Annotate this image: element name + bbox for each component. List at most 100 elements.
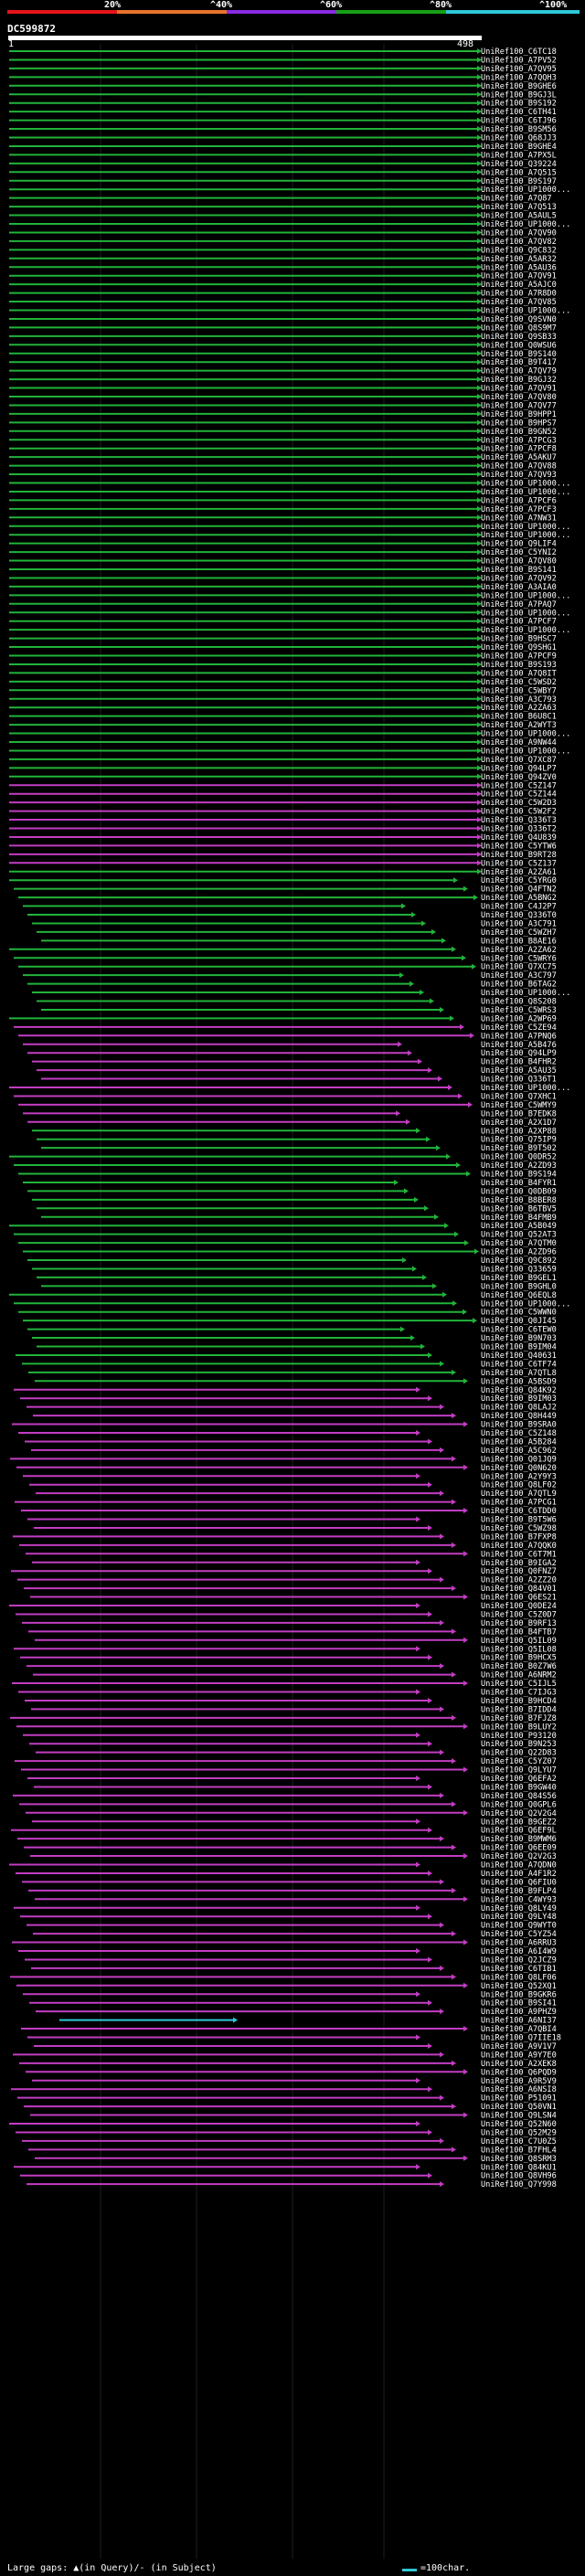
hit-label[interactable]: UniRef100_C5YNI2 xyxy=(481,548,557,557)
hit-label[interactable]: UniRef100_A7QQH3 xyxy=(481,73,557,82)
hit-label[interactable]: UniRef100_Q9C892 xyxy=(481,1256,557,1266)
hit-label[interactable]: UniRef100_A7PNQ6 xyxy=(481,1032,557,1041)
hit-label[interactable]: UniRef100_A9V1V7 xyxy=(481,2042,557,2051)
hit-label[interactable]: UniRef100_Q52N60 xyxy=(481,2120,557,2129)
hit-label[interactable]: UniRef100_A7PCF9 xyxy=(481,652,557,662)
hit-label[interactable]: UniRef100_Q0DB09 xyxy=(481,1187,557,1196)
hit-label[interactable]: UniRef100_B9GHE4 xyxy=(481,143,557,152)
hit-label[interactable]: UniRef100_A7PCF3 xyxy=(481,505,557,514)
hit-label[interactable]: UniRef100_B4FTB7 xyxy=(481,1627,557,1637)
hit-label[interactable]: UniRef100_B9S140 xyxy=(481,350,557,359)
hit-label[interactable]: UniRef100_UP1000... xyxy=(481,609,570,618)
hit-label[interactable]: UniRef100_C4WY93 xyxy=(481,1895,557,1904)
hit-label[interactable]: UniRef100_B9GJ32 xyxy=(481,376,557,385)
hit-label[interactable]: UniRef100_A7QV95 xyxy=(481,65,557,74)
hit-label[interactable]: UniRef100_C5WZ98 xyxy=(481,1524,557,1533)
hit-label[interactable]: UniRef100_Q50VN1 xyxy=(481,2103,557,2112)
hit-label[interactable]: UniRef100_A7QV92 xyxy=(481,574,557,583)
hit-label[interactable]: UniRef100_A2XEK8 xyxy=(481,2060,557,2069)
hit-label[interactable]: UniRef100_Q52M29 xyxy=(481,2128,557,2137)
hit-label[interactable]: UniRef100_A9R5V9 xyxy=(481,2077,557,2086)
hit-label[interactable]: UniRef100_B9GEZ2 xyxy=(481,1818,557,1827)
hit-label[interactable]: UniRef100_Q2V2G4 xyxy=(481,1809,557,1818)
hit-label[interactable]: UniRef100_A2ZZ20 xyxy=(481,1576,557,1585)
hit-label[interactable]: UniRef100_C5YTW6 xyxy=(481,842,557,851)
hit-label[interactable]: UniRef100_A2ZA63 xyxy=(481,704,557,713)
hit-label[interactable]: UniRef100_C5Z148 xyxy=(481,1429,557,1438)
hit-label[interactable]: UniRef100_A7QV93 xyxy=(481,471,557,480)
hit-label[interactable]: UniRef100_Q33659 xyxy=(481,1265,557,1274)
hit-label[interactable]: UniRef100_C5YZ07 xyxy=(481,1757,557,1766)
hit-label[interactable]: UniRef100_Q9WYT0 xyxy=(481,1922,557,1931)
hit-label[interactable]: UniRef100_C5Z137 xyxy=(481,859,557,868)
hit-label[interactable]: UniRef100_C5Z0D7 xyxy=(481,1610,557,1619)
hit-label[interactable]: UniRef100_B4FMB9 xyxy=(481,1214,557,1223)
hit-label[interactable]: UniRef100_A5BNG2 xyxy=(481,894,557,903)
hit-label[interactable]: UniRef100_Q8SRM3 xyxy=(481,2155,557,2164)
hit-label[interactable]: UniRef100_A2WP69 xyxy=(481,1014,557,1023)
hit-label[interactable]: UniRef100_A6NSI8 xyxy=(481,2085,557,2094)
hit-label[interactable]: UniRef100_C5WSD2 xyxy=(481,678,557,687)
hit-label[interactable]: UniRef100_UP1000... xyxy=(481,488,570,497)
hit-label[interactable]: UniRef100_C5IJL5 xyxy=(481,1680,557,1689)
hit-label[interactable]: UniRef100_A2ZA61 xyxy=(481,868,557,877)
hit-label[interactable]: UniRef100_B7IDD4 xyxy=(481,1705,557,1714)
hit-label[interactable]: UniRef100_Q94ZV0 xyxy=(481,773,557,782)
hit-label[interactable]: UniRef100_Q7XHC1 xyxy=(481,1092,557,1101)
hit-label[interactable]: UniRef100_Q39224 xyxy=(481,160,557,169)
hit-label[interactable]: UniRef100_A7Q8IT xyxy=(481,669,557,678)
hit-label[interactable]: UniRef100_A7Q513 xyxy=(481,203,557,212)
hit-label[interactable]: UniRef100_A7QV80 xyxy=(481,557,557,567)
hit-label[interactable]: UniRef100_UP1000... xyxy=(481,480,570,489)
hit-label[interactable]: UniRef100_Q7XC75 xyxy=(481,963,557,972)
hit-label[interactable]: UniRef100_B7FJZ8 xyxy=(481,1714,557,1723)
hit-label[interactable]: UniRef100_B9FLP4 xyxy=(481,1887,557,1896)
hit-label[interactable]: UniRef100_Q84K92 xyxy=(481,1386,557,1395)
hit-label[interactable]: UniRef100_A6NI37 xyxy=(481,2017,557,2026)
hit-label[interactable]: UniRef100_Q6EF9L xyxy=(481,1827,557,1836)
hit-label[interactable]: UniRef100_Q84KU1 xyxy=(481,2163,557,2172)
hit-label[interactable]: UniRef100_A7Q515 xyxy=(481,168,557,177)
hit-label[interactable]: UniRef100_A3C791 xyxy=(481,919,557,928)
hit-label[interactable]: UniRef100_Q0DE24 xyxy=(481,1602,557,1611)
hit-label[interactable]: UniRef100_A6NRM2 xyxy=(481,1671,557,1680)
hit-label[interactable]: UniRef100_C5WRY6 xyxy=(481,954,557,963)
hit-label[interactable]: UniRef100_B8AE16 xyxy=(481,937,557,946)
hit-label[interactable]: UniRef100_UP1000... xyxy=(481,523,570,532)
hit-label[interactable]: UniRef100_Q8S9M7 xyxy=(481,323,557,333)
hit-label[interactable]: UniRef100_Q9LY48 xyxy=(481,1913,557,1922)
hit-label[interactable]: UniRef100_A5B476 xyxy=(481,1041,557,1050)
hit-label[interactable]: UniRef100_A5AR32 xyxy=(481,255,557,264)
hit-label[interactable]: UniRef100_A2ZD96 xyxy=(481,1248,557,1257)
hit-label[interactable]: UniRef100_A7PV52 xyxy=(481,56,557,65)
hit-label[interactable]: UniRef100_Q7Y998 xyxy=(481,2180,557,2189)
hit-label[interactable]: UniRef100_Q336T1 xyxy=(481,1076,557,1085)
hit-label[interactable]: UniRef100_C5WZH7 xyxy=(481,928,557,938)
hit-label[interactable]: UniRef100_Q336T2 xyxy=(481,825,557,834)
hit-label[interactable]: UniRef100_A5AJC0 xyxy=(481,281,557,290)
hit-label[interactable]: UniRef100_B9N253 xyxy=(481,1740,557,1749)
hit-label[interactable]: UniRef100_B9IGA2 xyxy=(481,1559,557,1568)
hit-label[interactable]: UniRef100_C5WMY9 xyxy=(481,1101,557,1110)
hit-label[interactable]: UniRef100_Q9SHG1 xyxy=(481,643,557,652)
hit-label[interactable]: UniRef100_A5AU36 xyxy=(481,263,557,272)
hit-label[interactable]: UniRef100_B9HPS7 xyxy=(481,419,557,428)
hit-label[interactable]: UniRef100_Q52XQ1 xyxy=(481,1982,557,1991)
hit-label[interactable]: UniRef100_A7Q87 xyxy=(481,195,552,204)
hit-label[interactable]: UniRef100_C5YZ54 xyxy=(481,1930,557,1939)
hit-label[interactable]: UniRef100_C6TF74 xyxy=(481,1360,557,1369)
hit-label[interactable]: UniRef100_C5WBY7 xyxy=(481,686,557,695)
hit-label[interactable]: UniRef100_A7NW31 xyxy=(481,514,557,523)
hit-label[interactable]: UniRef100_Q8H449 xyxy=(481,1412,557,1421)
hit-label[interactable]: UniRef100_B6TAG2 xyxy=(481,981,557,990)
hit-label[interactable]: UniRef100_A6RRU3 xyxy=(481,1939,557,1948)
hit-label[interactable]: UniRef100_A2XP88 xyxy=(481,1127,557,1136)
hit-label[interactable]: UniRef100_B9S193 xyxy=(481,661,557,670)
hit-label[interactable]: UniRef100_B9MWM6 xyxy=(481,1835,557,1844)
hit-label[interactable]: UniRef100_A7PCF7 xyxy=(481,618,557,627)
hit-label[interactable]: UniRef100_A9PHZ9 xyxy=(481,2008,557,2017)
hit-label[interactable]: UniRef100_A7QV88 xyxy=(481,462,557,472)
hit-label[interactable]: UniRef100_A5AU35 xyxy=(481,1066,557,1076)
hit-label[interactable]: UniRef100_B9S197 xyxy=(481,177,557,186)
hit-label[interactable]: UniRef100_C6TIB1 xyxy=(481,1965,557,1974)
